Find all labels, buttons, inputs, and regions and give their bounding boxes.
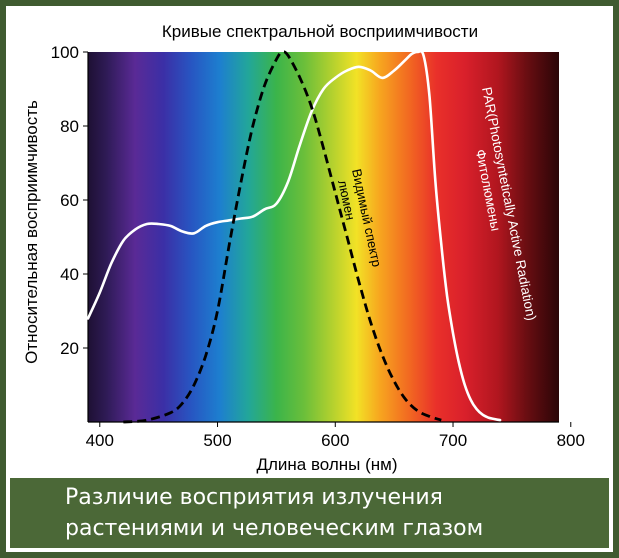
caption-bar: Различие восприятия излучения растениями…: [10, 478, 609, 548]
lumen-series-line: [123, 50, 442, 424]
y-tick-label: 60: [60, 191, 79, 210]
y-tick-label: 100: [51, 43, 79, 62]
x-tick-label: 400: [86, 431, 114, 450]
y-tick-label: 80: [60, 117, 79, 136]
axes: [87, 52, 559, 423]
x-tick-label: 700: [439, 431, 467, 450]
y-tick-label: 40: [60, 265, 79, 284]
y-tick-label: 20: [60, 339, 79, 358]
y-axis-title: Относительная восприимчивость: [22, 100, 41, 364]
x-axis-title: Длина волны (нм): [256, 455, 397, 474]
x-tick-label: 500: [203, 431, 231, 450]
par-series-line: [86, 49, 502, 422]
spectrum-background: [88, 52, 559, 422]
caption-line-2: растениями и человеческим глазом: [65, 516, 484, 541]
x-tick-label: 600: [321, 431, 349, 450]
y-axis-ticks: 20 40 60 80 100: [51, 43, 88, 358]
x-axis-ticks: 400 500 600 700 800: [86, 422, 585, 450]
x-tick-label: 800: [557, 431, 585, 450]
chart-title: Кривые спектральной восприимчивости: [162, 22, 478, 41]
caption-line-1: Различие восприятия излучения: [65, 485, 443, 510]
